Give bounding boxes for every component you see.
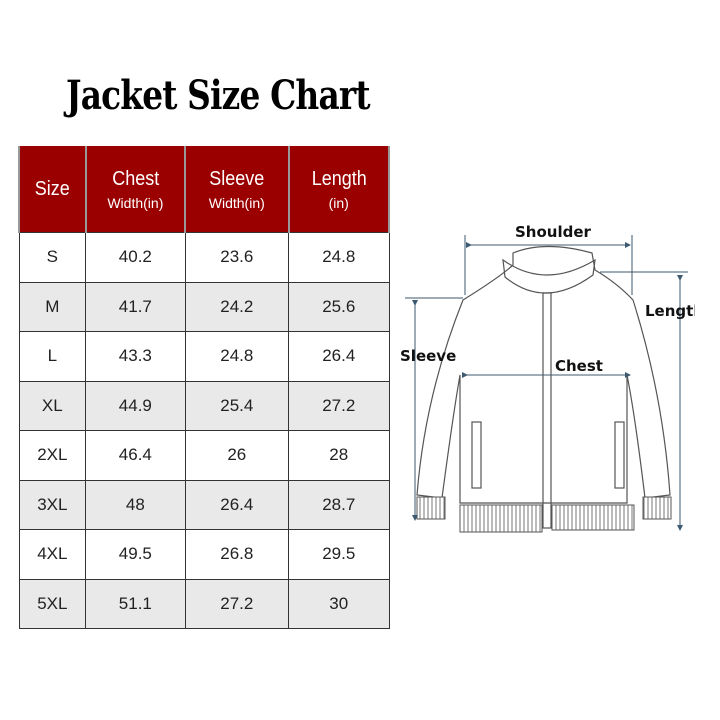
cell-size: 2XL bbox=[18, 430, 87, 481]
cell-chest: 41.7 bbox=[85, 281, 186, 332]
cell-sleeve: 24.8 bbox=[184, 331, 290, 382]
cell-sleeve: 26.8 bbox=[184, 529, 290, 580]
cell-length: 27.2 bbox=[288, 380, 390, 431]
cell-chest: 49.5 bbox=[85, 529, 186, 580]
table-row: 3XL 48 26.4 28.7 bbox=[18, 479, 390, 530]
table-row: M 41.7 24.2 25.6 bbox=[18, 281, 390, 332]
cell-sleeve: 26.4 bbox=[184, 479, 290, 530]
label-length: Length bbox=[645, 302, 695, 320]
cell-sleeve: 26 bbox=[184, 430, 290, 481]
page-title: Jacket Size Chart bbox=[66, 72, 370, 119]
cell-length: 24.8 bbox=[288, 232, 390, 283]
table-row: S 40.2 23.6 24.8 bbox=[18, 232, 390, 283]
cell-size: S bbox=[18, 232, 87, 283]
header-length: Length (in) bbox=[287, 146, 390, 233]
cell-chest: 40.2 bbox=[85, 232, 186, 283]
table-row: XL 44.9 25.4 27.2 bbox=[18, 380, 390, 431]
label-chest: Chest bbox=[555, 357, 603, 375]
table-row: 4XL 49.5 26.8 29.5 bbox=[18, 529, 390, 580]
cell-sleeve: 27.2 bbox=[184, 578, 290, 629]
cell-size: L bbox=[18, 331, 87, 382]
table-row: L 43.3 24.8 26.4 bbox=[18, 331, 390, 382]
header-size: Size bbox=[18, 146, 87, 233]
cell-size: 3XL bbox=[18, 479, 87, 530]
cell-size: 5XL bbox=[18, 578, 87, 629]
cell-size: XL bbox=[18, 380, 87, 431]
cell-chest: 43.3 bbox=[85, 331, 186, 382]
cell-length: 26.4 bbox=[288, 331, 390, 382]
header-chest: Chest Width(in) bbox=[84, 146, 187, 233]
header-row: Size Chest Width(in) Sleeve Width(in) Leng… bbox=[18, 146, 390, 233]
table-row: 5XL 51.1 27.2 30 bbox=[18, 578, 390, 629]
cell-size: 4XL bbox=[18, 529, 87, 580]
cell-length: 28.7 bbox=[288, 479, 390, 530]
measure-arrows bbox=[405, 235, 688, 531]
jacket-diagram: Shoulder Length Sleeve Chest bbox=[400, 223, 695, 533]
cell-sleeve: 25.4 bbox=[184, 380, 290, 431]
table-row: 2XL 46.4 26 28 bbox=[18, 430, 390, 481]
cell-length: 29.5 bbox=[288, 529, 390, 580]
cell-sleeve: 23.6 bbox=[184, 232, 290, 283]
cell-chest: 51.1 bbox=[85, 578, 186, 629]
label-shoulder: Shoulder bbox=[515, 223, 592, 241]
cell-chest: 46.4 bbox=[85, 430, 186, 481]
size-table: Size Chest Width(in) Sleeve Width(in) Leng… bbox=[18, 146, 390, 629]
cell-chest: 44.9 bbox=[85, 380, 186, 431]
cell-length: 25.6 bbox=[288, 281, 390, 332]
cell-sleeve: 24.2 bbox=[184, 281, 290, 332]
cell-chest: 48 bbox=[85, 479, 186, 530]
label-sleeve: Sleeve bbox=[400, 347, 456, 365]
cell-size: M bbox=[18, 281, 87, 332]
cell-length: 30 bbox=[288, 578, 390, 629]
cell-length: 28 bbox=[288, 430, 390, 481]
header-sleeve: Sleeve Width(in) bbox=[184, 146, 290, 233]
